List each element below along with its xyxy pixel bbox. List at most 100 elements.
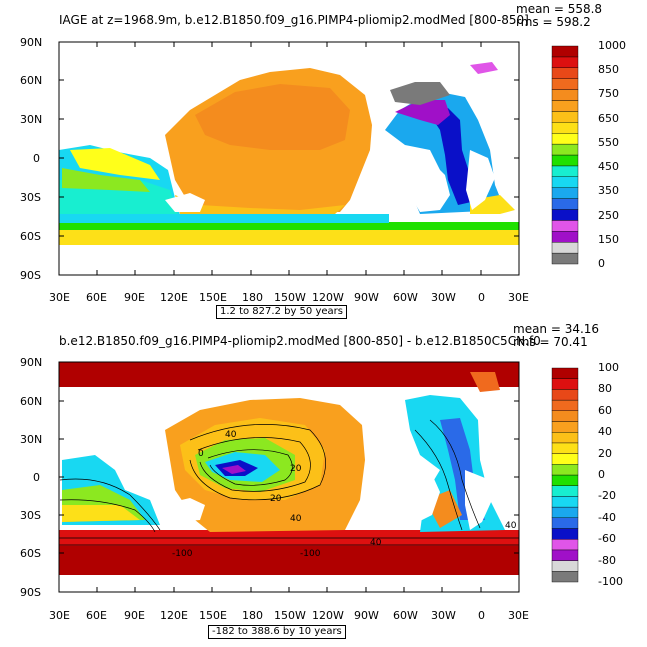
contour-label: 40 (505, 521, 517, 531)
southern-ocean-band-green (59, 222, 519, 230)
panel-1-lon-label: 150W (274, 291, 306, 304)
colorbar-swatch (551, 220, 579, 232)
panel-1-lon-label: 0 (478, 291, 485, 304)
panel-2-lon-label: 90W (354, 609, 379, 622)
panel-2-lat-label: 90N (20, 356, 43, 369)
africa-land (386, 148, 450, 212)
colorbar-label: 650 (598, 111, 619, 125)
southern-ocean-band-cyan (59, 214, 389, 223)
colorbar-label: -80 (598, 553, 616, 567)
pacific-south (175, 195, 345, 214)
contour-label: 40 (290, 514, 302, 524)
colorbar-swatch (551, 198, 579, 210)
colorbar-swatch (551, 560, 579, 572)
panel-1-rms: rms = 598.2 (516, 15, 591, 29)
colorbar-swatch (551, 442, 579, 454)
colorbar-swatch (551, 252, 579, 265)
panel-1-range-note: 1.2 to 827.2 by 50 years (216, 305, 347, 319)
colorbar-swatch (551, 464, 579, 476)
colorbar-swatch (551, 496, 579, 508)
africa-land-2 (380, 450, 440, 522)
panel-2-lon-label: 150E (199, 609, 227, 622)
colorbar-label: -60 (598, 532, 616, 546)
australia-land (165, 193, 205, 212)
panel-1-lon-label: 30W (431, 291, 456, 304)
contour-label: 0 (198, 449, 204, 459)
arctic-gray (390, 82, 450, 105)
colorbar-label: -100 (598, 575, 623, 588)
colorbar-label: 100 (598, 361, 619, 374)
colorbar-swatch (551, 241, 579, 254)
colorbar-label: 350 (598, 184, 619, 198)
antarctic-band (59, 545, 519, 575)
panel-2-lon-label: 60E (86, 609, 107, 622)
contour-label: 20 (270, 494, 282, 504)
colorbar-swatch (551, 56, 579, 69)
colorbar-label: -20 (598, 489, 616, 503)
panel-2-lat-label: 30S (20, 509, 41, 522)
colorbar-label: -40 (598, 510, 616, 524)
colorbar-label: 750 (598, 87, 619, 101)
panel-1-lon-label: 60W (393, 291, 418, 304)
colorbar-swatch (551, 100, 579, 112)
panel-1-lat-label: 60N (20, 74, 43, 87)
panel-1-lat-label: 0 (33, 152, 40, 165)
colorbar-swatch (551, 78, 579, 90)
panel-2-title: b.e12.B1850.f09_g16.PIMP4-pliomip2.modMe… (59, 334, 541, 348)
contour-label: -100 (300, 549, 321, 559)
panel-2-lon-label: 90E (124, 609, 145, 622)
colorbar-label: 60 (598, 403, 612, 417)
panel-2-map (59, 362, 519, 592)
panel-1-lat-label: 90N (20, 36, 43, 49)
panel-2-lat-label: 90S (20, 586, 41, 599)
pacific-2-purple (222, 465, 246, 474)
colorbar-swatch (551, 432, 579, 444)
panel-1-lon-label: 120E (160, 291, 188, 304)
colorbar-swatch (551, 421, 579, 433)
colorbar-label: 0 (598, 257, 605, 270)
indian-ocean-green (62, 168, 150, 192)
colorbar-label: 150 (598, 232, 619, 246)
colorbar-swatch (551, 571, 579, 583)
panel-1-lat-label: 30N (20, 113, 43, 126)
panel-1-title: IAGE at z=1968.9m, b.e12.B1850.f09_g16.P… (59, 13, 529, 27)
panel-2-lat-label: 30N (20, 433, 43, 446)
colorbar-swatch (551, 453, 579, 465)
contour-lines (59, 419, 519, 546)
arctic-band (59, 362, 519, 387)
panel-2-lon-label: 30W (431, 609, 456, 622)
colorbar-swatch (551, 111, 579, 123)
colorbar-swatch (551, 143, 579, 156)
colorbar-swatch (551, 506, 579, 519)
colorbar-swatch (551, 367, 579, 379)
colorbar-swatch (551, 122, 579, 134)
panel-2-ticks (59, 400, 519, 592)
colorbar-swatch (551, 528, 579, 540)
colorbar-label: 40 (598, 425, 612, 439)
panel-1-lat-label: 90S (20, 269, 41, 282)
panel-2-rms: rms = 70.41 (513, 335, 588, 349)
colorbar-label: 20 (598, 446, 612, 460)
colorbar-swatch (551, 410, 579, 422)
panel-2-colorbar (551, 367, 579, 583)
panel-1-lon-label: 150E (199, 291, 227, 304)
colorbar-swatch (551, 539, 579, 551)
contour-label: 20 (290, 464, 302, 474)
panel-1-ticks (59, 41, 519, 276)
colorbar-swatch (551, 89, 579, 101)
panel-2-lat-label: 60S (20, 547, 41, 560)
panel-2-lon-label: 30E (508, 609, 529, 622)
colorbar-swatch (551, 549, 579, 561)
colorbar-swatch (551, 67, 579, 79)
panel-2-lon-label: 120E (160, 609, 188, 622)
atlantic-purple (395, 100, 450, 125)
panel-1-colorbar (551, 45, 579, 265)
contour-label: 40 (225, 430, 237, 440)
panel-1-lat-label: 60S (20, 230, 41, 243)
panel-2-range-note: -182 to 388.6 by 10 years (208, 625, 346, 639)
colorbar-label: 550 (598, 135, 619, 149)
panel-2-lon-label: 60W (393, 609, 418, 622)
southern-ocean-band-yellow (59, 229, 519, 245)
panel-2-lon-label: 30E (49, 609, 70, 622)
panel-2-mean: mean = 34.16 (513, 322, 600, 336)
